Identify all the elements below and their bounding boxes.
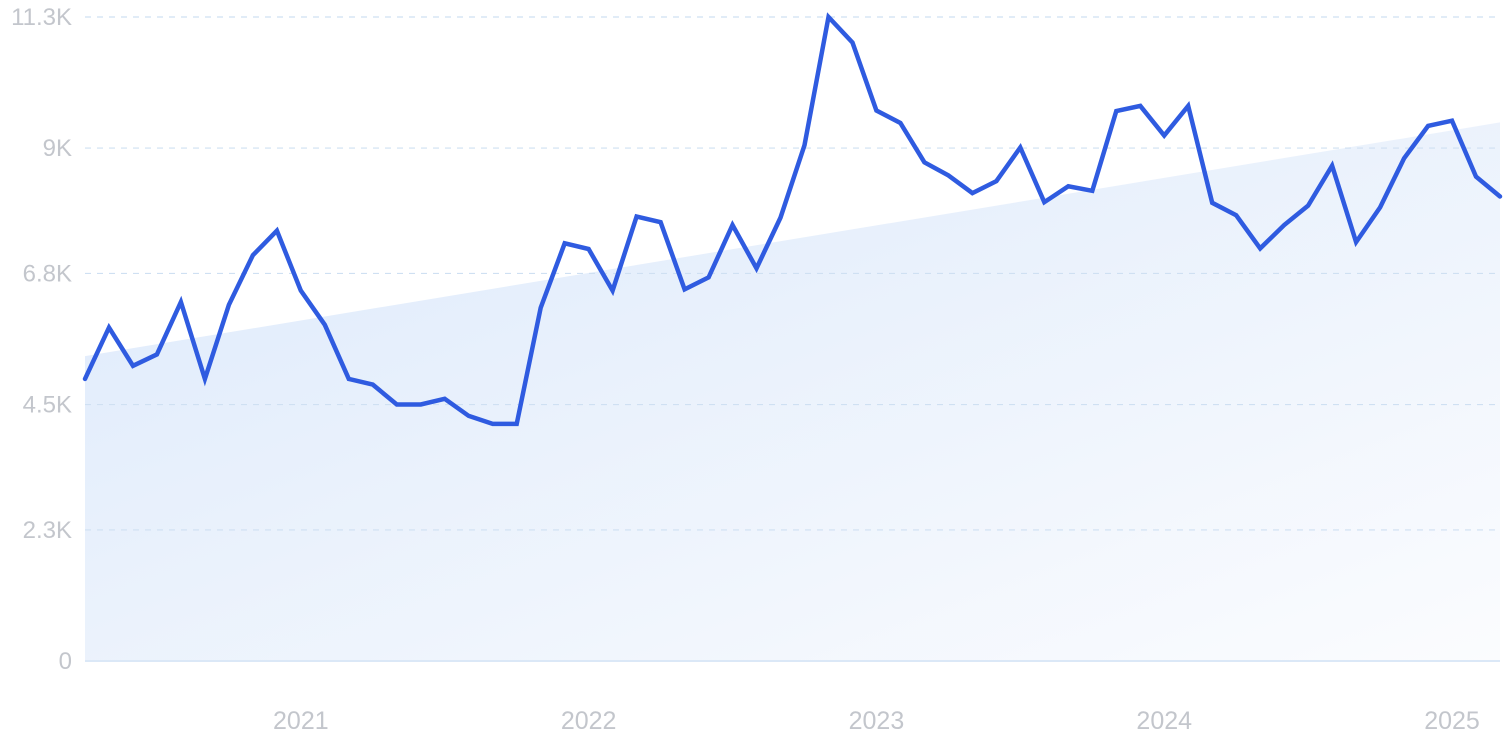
y-tick-label: 6.8K	[23, 260, 72, 287]
y-tick-label: 4.5K	[23, 392, 72, 419]
y-tick-label: 11.3K	[11, 4, 72, 31]
y-tick-label: 0	[59, 648, 72, 675]
x-tick-label: 2021	[273, 707, 329, 735]
x-tick-label: 2023	[849, 707, 905, 735]
y-axis-ticks: 0 2.3K 4.5K 6.8K 9K 11.3K	[11, 4, 72, 675]
x-tick-label: 2025	[1424, 707, 1480, 735]
y-tick-label: 9K	[43, 135, 72, 162]
series-line	[82, 12, 1503, 427]
gridlines	[85, 16, 1500, 662]
y-tick-label: 2.3K	[23, 517, 72, 544]
trend-area-layer	[85, 122, 1500, 661]
trend-area	[85, 122, 1500, 661]
series-line-layer	[82, 12, 1503, 427]
x-tick-label: 2024	[1136, 707, 1192, 735]
x-axis-ticks: 2021 2022 2023 2024 2025	[273, 707, 1480, 735]
x-tick-label: 2022	[561, 707, 617, 735]
